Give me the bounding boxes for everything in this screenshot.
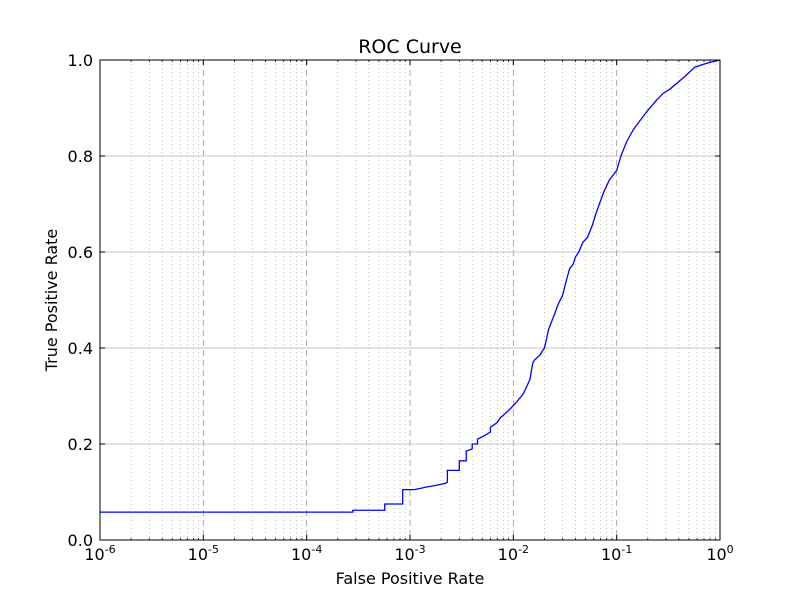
y-tick-label: 0.2 xyxy=(68,435,93,454)
ticks xyxy=(99,59,721,541)
x-tick-label-exponent: -2 xyxy=(518,543,529,556)
x-tick-label-base: 10 xyxy=(394,545,414,564)
x-tick-label: 100 xyxy=(706,543,733,564)
grid xyxy=(100,60,720,540)
x-tick-label-exponent: -5 xyxy=(208,543,219,556)
x-tick-label-base: 10 xyxy=(498,545,518,564)
x-tick-label-base: 10 xyxy=(84,545,104,564)
x-tick-label: 10-5 xyxy=(188,543,219,564)
x-tick-label: 10-4 xyxy=(291,543,322,564)
y-tick-label: 1.0 xyxy=(68,51,93,70)
x-tick-label-base: 10 xyxy=(601,545,621,564)
y-tick-label: 0.6 xyxy=(68,243,93,262)
x-tick-label-exponent: 0 xyxy=(727,543,734,556)
y-tick-label: 0.8 xyxy=(68,147,93,166)
chart-title: ROC Curve xyxy=(358,36,462,58)
tick-labels: 10-6 10-5 10-4 10-3 10-2 10-1 1000.00.20.40.60… xyxy=(68,51,734,564)
x-tick-label: 10-3 xyxy=(394,543,425,564)
x-tick-label-exponent: -6 xyxy=(105,543,116,556)
y-axis-title: True Positive Rate xyxy=(42,229,61,373)
x-tick-label-exponent: -1 xyxy=(621,543,632,556)
y-tick-label: 0.4 xyxy=(68,339,93,358)
x-tick-label-base: 10 xyxy=(291,545,311,564)
series-layer xyxy=(100,59,721,513)
x-tick-label-base: 10 xyxy=(706,545,726,564)
x-tick-label-exponent: -4 xyxy=(311,543,322,556)
x-tick-label: 10-6 xyxy=(84,543,115,564)
x-tick-label: 10-1 xyxy=(601,543,632,564)
x-tick-label-exponent: -3 xyxy=(415,543,426,556)
x-tick-label-base: 10 xyxy=(188,545,208,564)
roc-curve-line xyxy=(100,59,721,513)
x-tick-label: 10-2 xyxy=(498,543,529,564)
x-axis-title: False Positive Rate xyxy=(336,569,485,588)
y-tick-label: 0.0 xyxy=(68,531,93,550)
